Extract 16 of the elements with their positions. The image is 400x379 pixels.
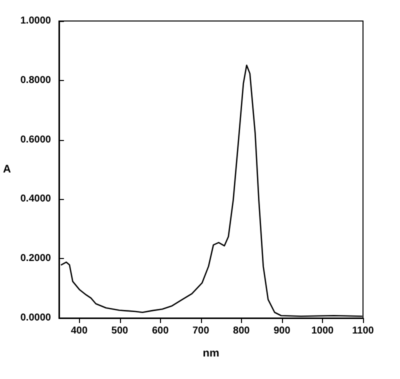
x-tick-label: 700 — [192, 326, 210, 336]
y-tick-label: 0.6000 — [20, 134, 52, 146]
x-tick-label: 1100 — [352, 326, 374, 336]
y-tick-label: 0.4000 — [20, 194, 52, 205]
x-tick-label: 600 — [152, 326, 170, 336]
x-tick-label: 900 — [274, 326, 291, 336]
y-tick-label: 1.0000 — [20, 16, 52, 26]
x-tick-label: 800 — [233, 326, 250, 336]
x-tick-label: 500 — [111, 326, 129, 336]
y-tick-label: 0.2000 — [20, 253, 52, 264]
y-tick-label: 0.8000 — [20, 74, 52, 86]
x-tick-label: 1000 — [311, 326, 334, 336]
x-axis-title: nm — [202, 348, 220, 360]
x-tick-label: 400 — [70, 326, 88, 336]
y-tick-label: 0.0000 — [20, 312, 52, 324]
y-axis-title: A — [2, 164, 11, 176]
